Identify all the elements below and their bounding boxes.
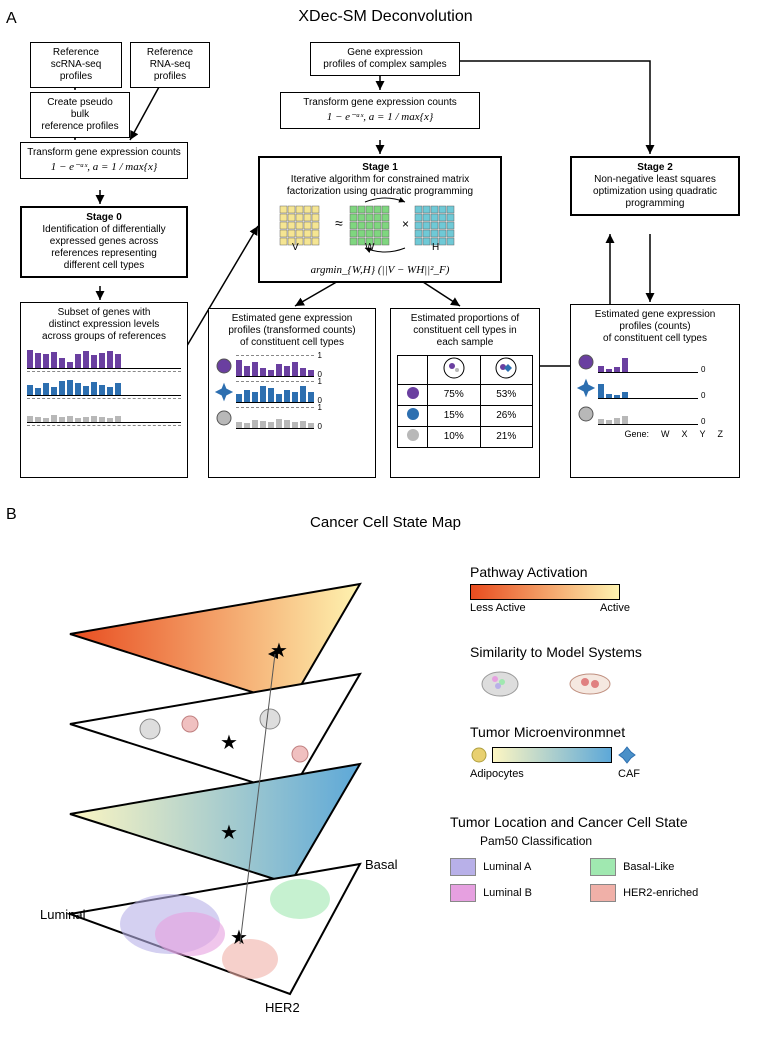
f1: argmin_{W,H} (||V − WH||²_F) — [266, 264, 494, 277]
legend-similarity: Similarity to Model Systems — [470, 644, 650, 707]
l: Luminal B — [483, 887, 532, 899]
mid-bars: 101010 — [215, 353, 369, 431]
box-complex: Gene expression profiles of complex samp… — [310, 42, 460, 76]
lbl-her2: HER2 — [265, 1000, 300, 1015]
f: 1 − e⁻ᵃˣ, a = 1 / max{x} — [287, 111, 473, 124]
svg-text:≈: ≈ — [335, 215, 343, 231]
model-icons — [470, 664, 650, 704]
t: Create pseudo bulk reference profiles — [41, 97, 118, 132]
adipo-icon — [470, 746, 488, 764]
t: Tumor Location and Cancer Cell State — [450, 814, 750, 830]
title-b: Cancer Cell State Map — [0, 514, 771, 531]
svg-text:V: V — [292, 242, 299, 253]
panel-b: Cancer Cell State Map ★ ★ ★ — [0, 514, 771, 1034]
t: Pathway Activation — [470, 564, 630, 580]
t: Estimated gene expression profiles (tran… — [215, 313, 369, 349]
l: Basal-Like — [623, 861, 674, 873]
svg-text:H: H — [432, 242, 439, 253]
t: Stage 1 — [266, 162, 494, 174]
props-table: 75%53%15%26%10%21% — [397, 355, 533, 448]
pathway-gradient — [470, 584, 620, 600]
t: Tumor Microenvironmnet — [470, 724, 640, 740]
b: Non-negative least squares optimization … — [578, 174, 732, 210]
t: Subset of genes with distinct expression… — [27, 307, 181, 343]
l: Luminal A — [483, 861, 531, 873]
svg-text:★: ★ — [220, 822, 238, 844]
box-ref-rna: Reference RNA-seq profiles — [130, 42, 210, 88]
gl: Gene: — [624, 429, 649, 440]
lbl-basal: Basal — [365, 857, 398, 872]
matrix-diagram: ≈ × V W H — [270, 198, 490, 258]
svg-text:★: ★ — [230, 927, 248, 949]
svg-text:★: ★ — [270, 640, 288, 662]
adipo: Adipocytes — [470, 768, 524, 780]
sw-lumb — [450, 884, 476, 902]
subset-bars — [27, 347, 181, 426]
box-stage0: Stage 0 Identification of differentially… — [20, 206, 188, 278]
t: Similarity to Model Systems — [470, 644, 650, 660]
legend-tme: Tumor Microenvironmnet Adipocytes CAF — [470, 724, 640, 780]
svg-text:★: ★ — [220, 732, 238, 754]
box-stage2: Stage 2 Non-negative least squares optim… — [570, 156, 740, 216]
box-est-profiles: Estimated gene expression profiles (tran… — [208, 308, 376, 478]
svg-text:×: × — [402, 217, 409, 231]
less: Less Active — [470, 602, 526, 614]
t: Stage 2 — [578, 162, 732, 174]
g1: X — [681, 429, 687, 440]
g0: W — [661, 429, 670, 440]
t: Estimated proportions of constituent cel… — [397, 313, 533, 349]
lbl-luminal: Luminal — [40, 907, 86, 922]
b: Identification of differentially express… — [28, 224, 180, 272]
legend-location: Tumor Location and Cancer Cell State Pam… — [450, 814, 750, 906]
gene-axis: Gene: W X Y Z — [577, 429, 733, 440]
tt: Transform gene expression counts — [27, 147, 181, 159]
right-bars: 000 — [577, 349, 733, 427]
box-subset: Subset of genes with distinct expression… — [20, 302, 188, 478]
tme-gradient — [492, 747, 612, 763]
svg-text:W: W — [365, 242, 375, 253]
sw-her2 — [590, 884, 616, 902]
caf-icon — [616, 744, 638, 766]
tt: Transform gene expression counts — [287, 97, 473, 109]
sw-luma — [450, 858, 476, 876]
box-ref-scrna: Reference scRNA-seq profiles — [30, 42, 122, 88]
sw-basal — [590, 858, 616, 876]
l: HER2-enriched — [623, 887, 698, 899]
pam50: Pam50 Classification — [480, 834, 750, 848]
box-pseudo: Create pseudo bulk reference profiles — [30, 92, 130, 138]
legend-pathway: Pathway Activation Less Active Active — [470, 564, 630, 614]
t: Gene expression profiles of complex samp… — [323, 47, 446, 70]
active: Active — [600, 602, 630, 614]
g3: Z — [718, 429, 724, 440]
t: Reference scRNA-seq profiles — [51, 47, 102, 82]
box-transform-left: Transform gene expression counts 1 − e⁻ᵃ… — [20, 142, 188, 179]
box-stage1: Stage 1 Iterative algorithm for constrai… — [258, 156, 502, 283]
t: Estimated gene expression profiles (coun… — [577, 309, 733, 345]
caf: CAF — [618, 768, 640, 780]
f: 1 − e⁻ᵃˣ, a = 1 / max{x} — [27, 161, 181, 174]
panel-a: XDec-SM Deconvolution Reference scRNA-se… — [0, 6, 771, 506]
g2: Y — [699, 429, 705, 440]
triangle-stack: ★ ★ ★ ★ Luminal Basal HER2 — [30, 554, 450, 1024]
box-est-counts: Estimated gene expression profiles (coun… — [570, 304, 740, 478]
b: Iterative algorithm for constrained matr… — [266, 174, 494, 198]
box-transform-mid: Transform gene expression counts 1 − e⁻ᵃ… — [280, 92, 480, 129]
t: Reference RNA-seq profiles — [147, 47, 193, 82]
t: Stage 0 — [28, 212, 180, 224]
box-est-props: Estimated proportions of constituent cel… — [390, 308, 540, 478]
